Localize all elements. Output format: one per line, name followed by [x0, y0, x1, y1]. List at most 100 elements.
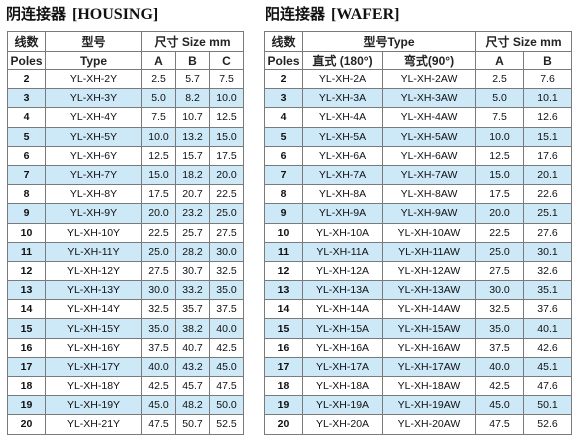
table-row: 5 YL-XH-5Y 10.0 13.2 15.0: [7, 126, 245, 147]
cell-a: 32.5: [475, 299, 524, 320]
table-row: 8 YL-XH-8A YL-XH-8AW 17.5 22.6: [264, 184, 572, 205]
cell-poles: 4: [7, 107, 46, 128]
header-type: 型号Type: [302, 31, 476, 52]
cell-c: 20.0: [208, 164, 245, 186]
table-row: 15 YL-XH-15A YL-XH-15AW 35.0 40.1: [264, 318, 572, 339]
cell-b: 35.1: [523, 280, 572, 301]
cell-a: 25.0: [141, 241, 176, 262]
cell-straight: YL-XH-16A: [302, 337, 383, 358]
cell-angle: YL-XH-11AW: [382, 241, 476, 262]
cell-c: 52.5: [208, 414, 245, 435]
table-row: 13 YL-XH-13A YL-XH-13AW 30.0 35.1: [264, 280, 572, 301]
cell-c: 10.0: [208, 88, 245, 109]
table-row: 9 YL-XH-9A YL-XH-9AW 20.0 25.1: [264, 203, 572, 224]
table-row: 3 YL-XH-3A YL-XH-3AW 5.0 10.1: [264, 88, 572, 109]
cell-angle: YL-XH-4AW: [382, 107, 476, 128]
cell-a: 42.5: [141, 375, 176, 397]
table-row: 14 YL-XH-14A YL-XH-14AW 32.5 37.6: [264, 299, 572, 320]
cell-a: 45.0: [141, 395, 176, 416]
cell-b: 22.6: [523, 184, 572, 205]
cell-type: YL-XH-19Y: [45, 395, 142, 416]
cell-angle: YL-XH-8AW: [382, 184, 476, 205]
cell-c: 25.0: [208, 203, 245, 224]
cell-type: YL-XH-8Y: [45, 184, 142, 205]
table-row: 6 YL-XH-6Y 12.5 15.7 17.5: [7, 145, 245, 166]
cell-c: 47.5: [208, 375, 245, 397]
cell-poles: 6: [264, 145, 303, 166]
cell-a: 40.0: [141, 356, 176, 378]
cell-poles: 15: [264, 318, 303, 339]
table-row: 20 YL-XH-20A YL-XH-20AW 47.5 52.6: [264, 414, 572, 435]
cell-c: 15.0: [208, 126, 245, 147]
cell-b: 42.6: [523, 337, 572, 358]
wafer-table-body: 2 YL-XH-2A YL-XH-2AW 2.5 7.6 3 YL-XH-3A YL-XH-3…: [264, 68, 572, 435]
cell-angle: YL-XH-18AW: [382, 375, 476, 397]
cell-a: 25.0: [475, 241, 524, 262]
cell-a: 47.5: [141, 414, 176, 435]
cell-angle: YL-XH-20AW: [382, 414, 476, 435]
cell-type: YL-XH-7Y: [45, 164, 142, 186]
table-row: 11 YL-XH-11A YL-XH-11AW 25.0 30.1: [264, 241, 572, 262]
cell-type: YL-XH-9Y: [45, 203, 142, 224]
header-type-cn: 型号: [45, 31, 142, 52]
header-angle: 弯式(90°): [382, 51, 476, 70]
cell-b: 7.6: [523, 68, 572, 90]
cell-straight: YL-XH-10A: [302, 222, 383, 243]
cell-c: 32.5: [208, 260, 245, 282]
cell-angle: YL-XH-7AW: [382, 164, 476, 186]
cell-angle: YL-XH-19AW: [382, 395, 476, 416]
cell-b: 38.2: [175, 318, 210, 339]
cell-poles: 7: [7, 164, 46, 186]
header-col-b: B: [175, 51, 210, 70]
table-row: 13 YL-XH-13Y 30.0 33.2 35.0: [7, 280, 245, 301]
cell-c: 22.5: [208, 184, 245, 205]
cell-type: YL-XH-14Y: [45, 299, 142, 320]
cell-a: 17.5: [141, 184, 176, 205]
cell-b: 15.7: [175, 145, 210, 166]
cell-poles: 17: [264, 356, 303, 378]
cell-c: 45.0: [208, 356, 245, 378]
cell-type: YL-XH-16Y: [45, 337, 142, 358]
cell-a: 15.0: [141, 164, 176, 186]
cell-a: 12.5: [141, 145, 176, 166]
wafer-title: 阳连接器 [WAFER]: [265, 3, 399, 24]
table-row: 7 YL-XH-7A YL-XH-7AW 15.0 20.1: [264, 164, 572, 186]
table-row: 8 YL-XH-8Y 17.5 20.7 22.5: [7, 184, 245, 205]
cell-type: YL-XH-3Y: [45, 88, 142, 109]
cell-b: 47.6: [523, 375, 572, 397]
cell-poles: 20: [7, 414, 46, 435]
cell-a: 2.5: [475, 68, 524, 90]
cell-straight: YL-XH-8A: [302, 184, 383, 205]
cell-type: YL-XH-10Y: [45, 222, 142, 243]
cell-poles: 10: [7, 222, 46, 243]
table-row: 7 YL-XH-7Y 15.0 18.2 20.0: [7, 164, 245, 186]
header-col-c: C: [208, 51, 245, 70]
cell-poles: 3: [7, 88, 46, 109]
cell-b: 10.1: [523, 88, 572, 109]
cell-a: 35.0: [475, 318, 524, 339]
cell-a: 42.5: [475, 375, 524, 397]
cell-straight: YL-XH-17A: [302, 356, 383, 378]
cell-angle: YL-XH-14AW: [382, 299, 476, 320]
cell-straight: YL-XH-19A: [302, 395, 383, 416]
cell-b: 30.7: [175, 260, 210, 282]
cell-type: YL-XH-12Y: [45, 260, 142, 282]
cell-c: 30.0: [208, 241, 245, 262]
housing-title-cn: 阴连接器: [6, 5, 67, 23]
cell-poles: 5: [7, 126, 46, 147]
cell-straight: YL-XH-12A: [302, 260, 383, 282]
cell-a: 7.5: [141, 107, 176, 128]
cell-a: 7.5: [475, 107, 524, 128]
cell-b: 45.7: [175, 375, 210, 397]
cell-straight: YL-XH-11A: [302, 241, 383, 262]
cell-poles: 12: [264, 260, 303, 282]
cell-type: YL-XH-21Y: [45, 414, 142, 435]
cell-a: 47.5: [475, 414, 524, 435]
cell-straight: YL-XH-18A: [302, 375, 383, 397]
cell-straight: YL-XH-6A: [302, 145, 383, 166]
cell-b: 15.1: [523, 126, 572, 147]
cell-b: 25.1: [523, 203, 572, 224]
cell-straight: YL-XH-9A: [302, 203, 383, 224]
header-straight: 直式 (180°): [302, 51, 383, 70]
cell-b: 30.1: [523, 241, 572, 262]
